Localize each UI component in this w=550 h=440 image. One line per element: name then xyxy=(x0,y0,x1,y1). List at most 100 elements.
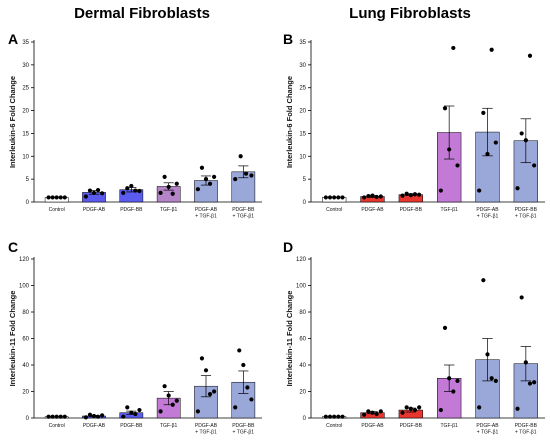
y-tick-label: 20 xyxy=(22,390,29,396)
data-point xyxy=(519,295,524,300)
data-point xyxy=(125,186,130,191)
data-point xyxy=(54,195,59,200)
data-point xyxy=(174,398,179,403)
x-tick-label: TGF-β1 xyxy=(160,207,178,213)
data-point xyxy=(366,193,371,199)
data-point xyxy=(129,183,134,189)
x-tick-label: TGF-β1 xyxy=(441,207,459,213)
data-point xyxy=(207,181,213,186)
data-point xyxy=(121,414,126,419)
data-point xyxy=(485,352,490,357)
data-point xyxy=(121,190,126,195)
x-tick-label: Control xyxy=(326,207,342,213)
data-point xyxy=(87,412,93,417)
y-tick-label: 40 xyxy=(22,363,29,369)
data-point xyxy=(481,110,486,115)
data-point xyxy=(323,195,328,200)
chart-panel-a: A Interleukin-6 Fold Change 0 5 10 15 20 25 30 35… xyxy=(8,31,262,220)
x-tick-label: Control xyxy=(49,207,65,213)
y-tick-label: 120 xyxy=(296,257,307,263)
y-tick-label: 35 xyxy=(22,40,29,46)
y-tick-label: 30 xyxy=(22,63,29,69)
data-point xyxy=(129,410,134,415)
data-point xyxy=(100,191,105,196)
data-point xyxy=(447,147,452,152)
data-point xyxy=(233,405,238,410)
data-point xyxy=(400,193,405,198)
y-tick-label: 15 xyxy=(22,131,29,137)
data-point xyxy=(50,414,55,419)
data-point xyxy=(412,192,418,197)
panel-letter: B xyxy=(283,31,293,47)
data-point xyxy=(83,194,88,199)
data-point xyxy=(532,380,537,385)
data-point xyxy=(203,177,209,182)
data-point xyxy=(527,381,533,386)
data-point xyxy=(442,325,448,330)
chart-panel-d: D Interleukin-11 Fold Change 0 20 40 60 80 100 1… xyxy=(283,239,545,436)
x-tick-label: PDGF-BB xyxy=(400,423,423,429)
data-point xyxy=(378,194,383,199)
y-tick-label: 15 xyxy=(299,131,306,137)
y-axis-label: Interleukin-6 Fold Change xyxy=(285,76,294,168)
data-point xyxy=(455,163,460,168)
panel-letter: A xyxy=(8,31,18,47)
x-tick-label: Control xyxy=(49,423,65,429)
data-point xyxy=(442,106,448,111)
data-point xyxy=(451,45,456,51)
data-point xyxy=(327,414,333,419)
data-point xyxy=(199,356,205,361)
data-point xyxy=(404,191,409,196)
x-tick-label: PDGF-AB + TGF-β1 xyxy=(476,207,499,220)
y-tick-label: 120 xyxy=(19,257,30,263)
y-tick-label: 10 xyxy=(299,154,306,160)
y-tick-label: 60 xyxy=(22,337,29,343)
data-point xyxy=(207,392,213,397)
data-point xyxy=(374,411,379,417)
data-point xyxy=(245,385,250,390)
data-point xyxy=(340,195,345,200)
data-point xyxy=(523,138,528,143)
x-tick-label: PDGF-BB xyxy=(400,207,423,213)
data-point xyxy=(527,53,533,58)
data-point xyxy=(327,195,333,200)
data-point xyxy=(199,165,205,170)
x-tick-label: PDGF-AB + TGF-β1 xyxy=(476,423,499,436)
data-point xyxy=(125,405,130,410)
data-point xyxy=(515,406,520,411)
data-point xyxy=(133,411,138,417)
y-tick-label: 20 xyxy=(299,109,306,115)
data-point xyxy=(241,362,246,368)
data-point xyxy=(233,177,238,182)
x-tick-label: PDGF-AB + TGF-β1 xyxy=(195,423,218,436)
y-tick-label: 30 xyxy=(299,63,306,69)
x-tick-label: PDGF-BB xyxy=(120,207,143,213)
data-point xyxy=(100,413,105,418)
y-tick-label: 20 xyxy=(299,390,306,396)
data-point xyxy=(203,368,209,373)
data-point xyxy=(174,181,179,186)
y-tick-label: 5 xyxy=(303,177,307,183)
data-point xyxy=(50,195,55,200)
x-tick-label: PDGF-AB xyxy=(83,423,106,429)
data-point xyxy=(400,410,405,415)
data-point xyxy=(455,378,460,383)
data-point xyxy=(477,188,482,193)
data-point xyxy=(336,414,341,419)
data-point xyxy=(417,192,422,197)
data-point xyxy=(170,191,175,196)
y-tick-label: 100 xyxy=(19,284,30,290)
y-tick-label: 0 xyxy=(303,416,307,422)
data-point xyxy=(332,195,337,200)
data-point xyxy=(370,193,375,198)
x-tick-label: PDGF-BB + TGF-β1 xyxy=(232,207,255,220)
x-tick-label: PDGF-AB xyxy=(83,207,106,213)
x-tick-label: Control xyxy=(326,423,342,429)
data-point xyxy=(166,184,171,190)
x-tick-label: PDGF-BB + TGF-β1 xyxy=(515,207,538,220)
data-point xyxy=(133,188,138,193)
data-point xyxy=(366,409,371,414)
data-point xyxy=(62,414,67,419)
data-point xyxy=(412,407,418,413)
data-point xyxy=(158,409,163,414)
